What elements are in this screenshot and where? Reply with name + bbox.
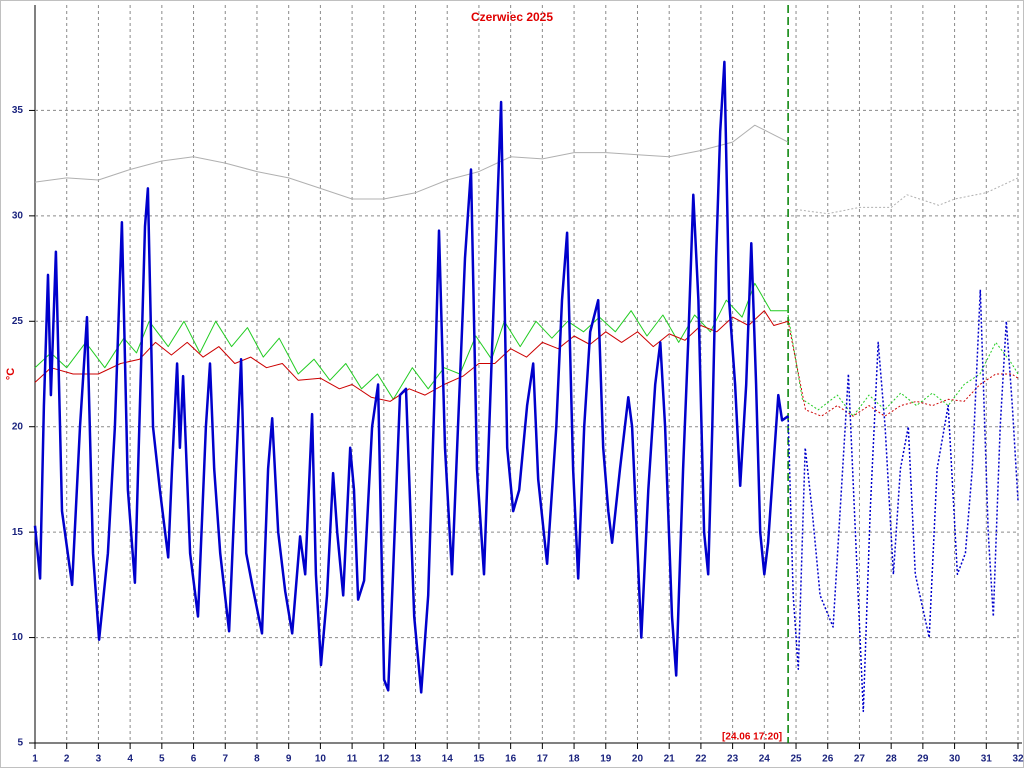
series-line	[787, 314, 1019, 417]
x-tick-label: 32	[1012, 754, 1024, 765]
x-tick-label: 5	[159, 754, 165, 765]
y-tick-label: 10	[12, 632, 24, 643]
x-tick-label: 8	[254, 754, 260, 765]
x-tick-label: 4	[127, 754, 133, 765]
series-line	[33, 60, 789, 694]
x-tick-label: 13	[410, 754, 422, 765]
x-tick-label: 9	[286, 754, 292, 765]
y-tick-label: 5	[17, 738, 23, 749]
now-label: [24.06 17:20]	[722, 732, 782, 743]
x-tick-label: 11	[347, 754, 358, 765]
y-tick-label: 30	[12, 210, 24, 221]
x-tick-label: 27	[854, 754, 866, 765]
y-axis-label: °C	[5, 368, 17, 380]
x-tick-label: 3	[96, 754, 102, 765]
x-tick-label: 7	[222, 754, 228, 765]
x-tick-label: 12	[378, 754, 390, 765]
x-tick-label: 2	[64, 754, 70, 765]
x-tick-label: 29	[917, 754, 929, 765]
x-tick-label: 6	[191, 754, 197, 765]
x-tick-label: 1	[32, 754, 38, 765]
chart-title: Czerwiec 2025	[471, 10, 553, 24]
x-tick-label: 24	[759, 754, 771, 765]
x-tick-label: 30	[949, 754, 961, 765]
x-tick-label: 18	[569, 754, 581, 765]
y-tick-label: 20	[12, 421, 24, 432]
x-tick-label: 20	[632, 754, 644, 765]
x-tick-label: 25	[790, 754, 802, 765]
y-tick-label: 15	[12, 527, 24, 538]
x-tick-label: 23	[727, 754, 739, 765]
x-tick-label: 28	[886, 754, 898, 765]
x-tick-label: 15	[473, 754, 485, 765]
x-tick-label: 19	[600, 754, 612, 765]
x-tick-label: 31	[981, 754, 993, 765]
series-line	[34, 124, 789, 200]
series-line	[795, 177, 1019, 215]
series-line	[34, 282, 789, 400]
x-tick-label: 10	[315, 754, 327, 765]
series-line	[787, 288, 1019, 713]
x-tick-label: 14	[442, 754, 454, 765]
series-line	[787, 321, 1019, 417]
x-tick-label: 16	[505, 754, 517, 765]
x-tick-label: 21	[664, 754, 676, 765]
x-tick-label: 26	[822, 754, 834, 765]
x-tick-label: 22	[695, 754, 707, 765]
x-tick-label: 17	[537, 754, 549, 765]
y-tick-label: 35	[12, 105, 24, 116]
y-tick-label: 25	[12, 316, 24, 327]
